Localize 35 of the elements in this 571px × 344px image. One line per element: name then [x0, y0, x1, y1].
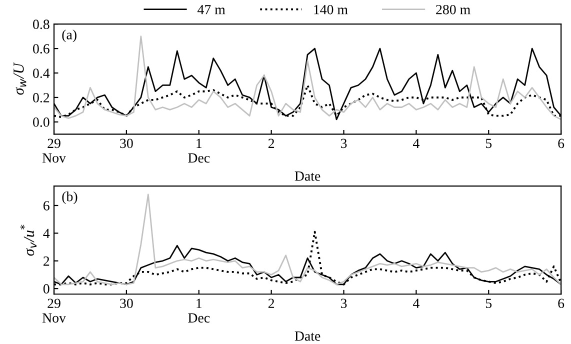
y-axis-title: σ$_{v}$/u$^{*}$	[20, 224, 36, 256]
y-tick-label: 0.2	[33, 93, 50, 102]
x-tick-label: 1 Dec	[188, 298, 210, 323]
line-series	[54, 194, 562, 286]
x-tick-label: 5	[486, 138, 492, 148]
annotation: (b)	[62, 192, 78, 204]
x-tick-label: 30	[120, 138, 133, 148]
y-tick-label: 0.6	[33, 44, 50, 54]
y-tick-label: 4	[43, 228, 50, 238]
x-tick-label: 1 Dec	[188, 138, 210, 163]
legend-label: 47 m	[198, 5, 226, 14]
y-tick-label: 0.8	[33, 20, 50, 30]
x-tick-label: 6	[558, 298, 564, 308]
x-tick-label: 3	[340, 138, 347, 148]
legend-label: 140 m	[314, 4, 348, 14]
x-tick-label: 5	[486, 298, 492, 308]
y-tick-label: 6	[44, 201, 50, 210]
x-tick-label: 2	[268, 298, 274, 308]
y-tick-label: 0	[43, 284, 50, 294]
x-axis-title: Date	[294, 332, 320, 341]
x-tick-label: 4	[412, 138, 420, 148]
y-tick-label: 0.0	[33, 118, 50, 127]
x-tick-label: 29 Nov	[42, 298, 66, 323]
x-tick-label: 6	[558, 138, 564, 148]
annotation: (a)	[62, 30, 76, 42]
legend-label: 280 m	[436, 4, 470, 14]
y-tick-label: 0.4	[33, 68, 50, 78]
y-axis-title: σ$_{w}$/U	[14, 62, 26, 95]
x-tick-label: 2	[268, 138, 274, 148]
x-tick-label: 3	[340, 298, 347, 308]
x-tick-label: 30	[120, 298, 133, 308]
x-axis-title: Date	[294, 172, 320, 181]
x-tick-label: 4	[412, 298, 420, 308]
x-tick-label: 29 Nov	[42, 138, 66, 163]
y-tick-label: 2	[44, 256, 50, 266]
